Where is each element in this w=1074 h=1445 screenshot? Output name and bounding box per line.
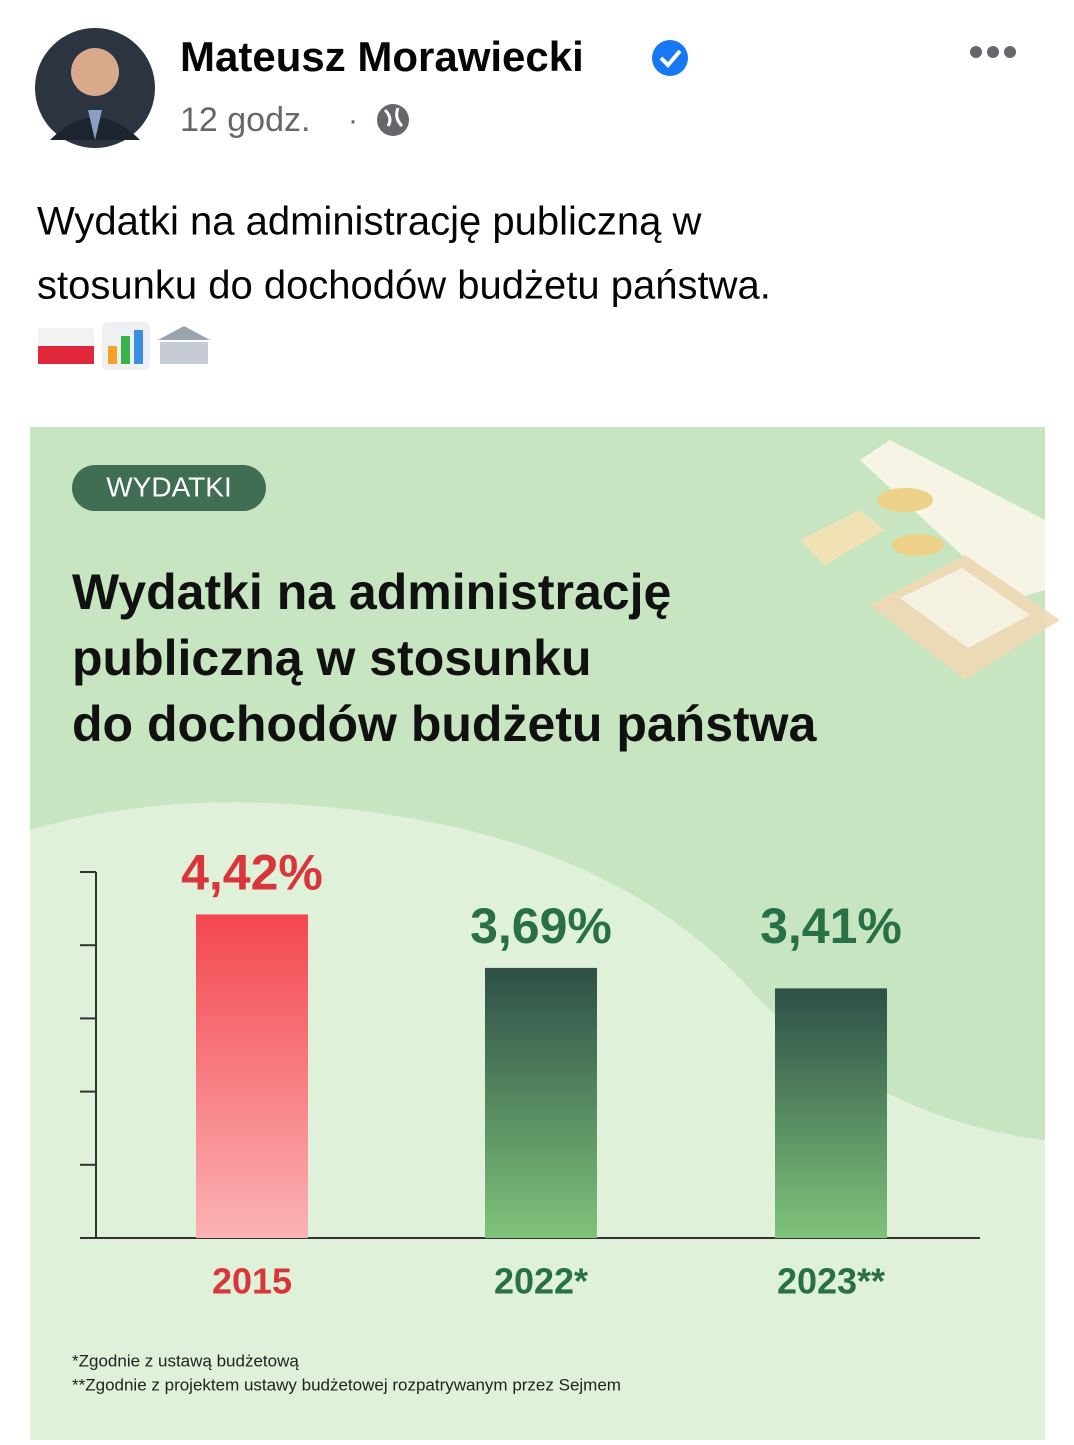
- footnote: **Zgodnie z projektem ustawy budżetowej …: [72, 1375, 621, 1394]
- post-text: stosunku do dochodów budżetu państwa.: [37, 264, 771, 308]
- bar: [775, 988, 887, 1238]
- more-options[interactable]: [970, 46, 1016, 58]
- avatar[interactable]: [35, 28, 155, 148]
- author-name[interactable]: Mateusz Morawiecki: [180, 33, 584, 80]
- badge: [72, 465, 266, 511]
- x-tick-label: 2015: [212, 1261, 292, 1302]
- badge-text: WYDATKI: [106, 471, 231, 502]
- chart-title: publiczną w stosunku: [72, 630, 591, 686]
- verified-badge: [652, 40, 688, 76]
- globe-icon: [377, 104, 409, 136]
- separator: ·: [348, 104, 358, 137]
- value-label: 3,41%: [760, 898, 902, 954]
- bar: [196, 914, 308, 1238]
- emoji: [38, 322, 210, 370]
- illustration: [800, 440, 1060, 680]
- x-tick-label: 2022*: [494, 1261, 588, 1302]
- chart-title: Wydatki na administrację: [72, 564, 671, 620]
- value-label: 3,69%: [470, 898, 612, 954]
- bar: [485, 967, 597, 1238]
- x-tick-label: 2023**: [777, 1261, 885, 1302]
- footnote: *Zgodnie z ustawą budżetową: [72, 1351, 299, 1370]
- post-time[interactable]: 12 godz.: [180, 101, 310, 139]
- post-text: Wydatki na administrację publiczną w: [37, 200, 701, 244]
- value-label: 4,42%: [181, 845, 323, 901]
- chart-title: do dochodów budżetu państwa: [72, 696, 818, 752]
